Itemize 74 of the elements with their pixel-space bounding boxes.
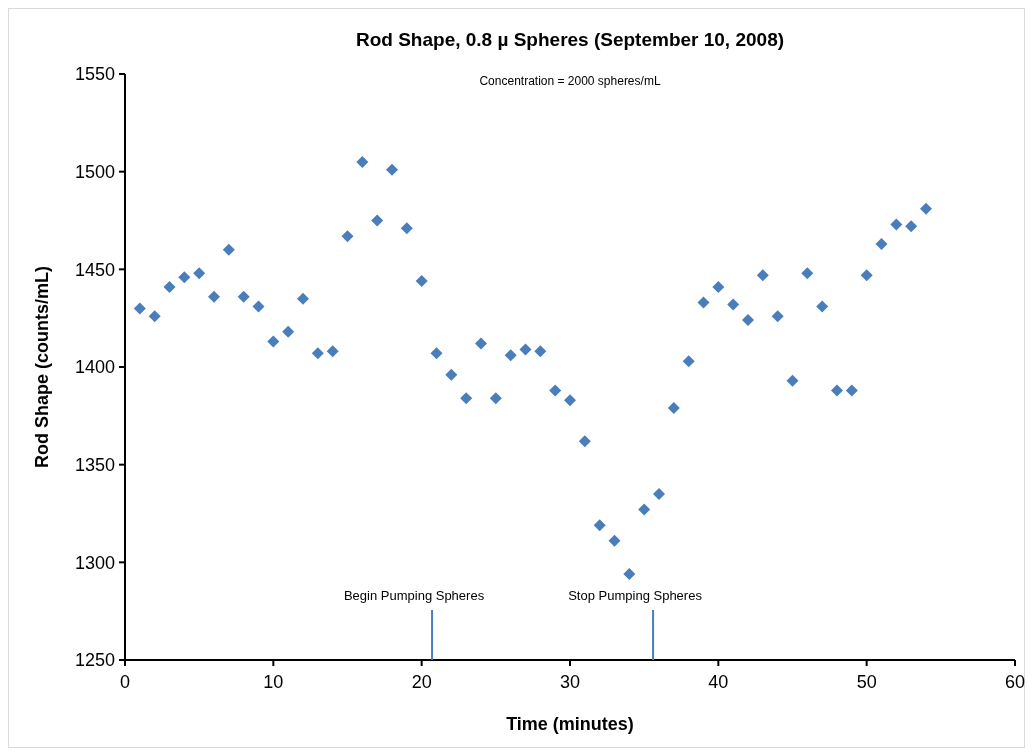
x-tick-label: 60: [1004, 672, 1026, 692]
point: [564, 394, 576, 407]
point: [608, 534, 621, 547]
point: [875, 237, 888, 250]
point: [742, 314, 754, 327]
point: [578, 435, 591, 448]
chart-title: Rod Shape, 0.8 µ Spheres (September 10, 2008): [355, 29, 785, 50]
point: [831, 384, 843, 397]
point: [890, 218, 903, 231]
point: [534, 345, 547, 358]
point: [697, 296, 710, 309]
y-tick-label: 1550: [74, 64, 115, 85]
point: [252, 300, 265, 313]
x-tick-label: 10: [263, 672, 284, 692]
point: [297, 292, 309, 305]
point: [475, 337, 487, 350]
point: [341, 230, 354, 243]
x-axis-title: Time (minutes): [506, 714, 634, 734]
point: [222, 243, 235, 256]
point: [237, 290, 250, 303]
point: [371, 214, 384, 227]
point: [460, 392, 473, 405]
point: [311, 347, 324, 360]
y-tick-label: 1250: [74, 650, 115, 671]
point: [682, 355, 695, 368]
point: [430, 347, 443, 360]
point: [133, 302, 146, 315]
point: [549, 384, 562, 397]
x-tick-label: 20: [411, 672, 432, 692]
x-tick-label: 30: [559, 672, 581, 692]
point: [267, 335, 280, 348]
point: [356, 155, 369, 168]
ref-line-label: Stop Pumping Spheres: [568, 588, 703, 603]
point: [801, 267, 814, 280]
point: [282, 325, 295, 338]
point: [905, 220, 918, 233]
y-tick-label: 1400: [74, 357, 115, 378]
ref-line-label: Begin Pumping Spheres: [343, 588, 485, 603]
point: [727, 298, 740, 311]
annotation: Concentration = 2000 spheres/mL: [479, 74, 661, 88]
point: [163, 280, 176, 293]
x-tick-label: 50: [856, 672, 877, 692]
y-tick-label: 1500: [74, 161, 115, 182]
point: [445, 368, 458, 381]
point: [193, 267, 206, 280]
point: [860, 269, 873, 282]
y-tick-label: 1450: [74, 259, 115, 280]
point: [667, 402, 680, 415]
point: [326, 345, 339, 358]
x-tick-label: 0: [119, 672, 131, 692]
point: [786, 374, 799, 387]
point: [712, 280, 725, 293]
point: [400, 222, 413, 235]
point: [816, 300, 829, 313]
x-tick-label: 40: [708, 672, 729, 692]
point: [756, 269, 769, 282]
point: [920, 202, 932, 215]
point: [489, 392, 502, 405]
y-axis-title: Rod Shape (counts/mL): [32, 266, 52, 468]
point: [623, 568, 636, 581]
y-tick-label: 1300: [74, 552, 115, 573]
point: [519, 343, 532, 356]
point: [208, 290, 220, 303]
y-tick-label: 1350: [74, 454, 115, 475]
point: [504, 349, 517, 362]
point: [653, 487, 665, 500]
point: [178, 271, 191, 284]
point: [148, 310, 161, 323]
point: [771, 310, 784, 323]
point: [638, 503, 651, 516]
point: [593, 519, 606, 532]
point: [386, 163, 398, 176]
point: [845, 384, 858, 397]
point: [415, 275, 428, 288]
